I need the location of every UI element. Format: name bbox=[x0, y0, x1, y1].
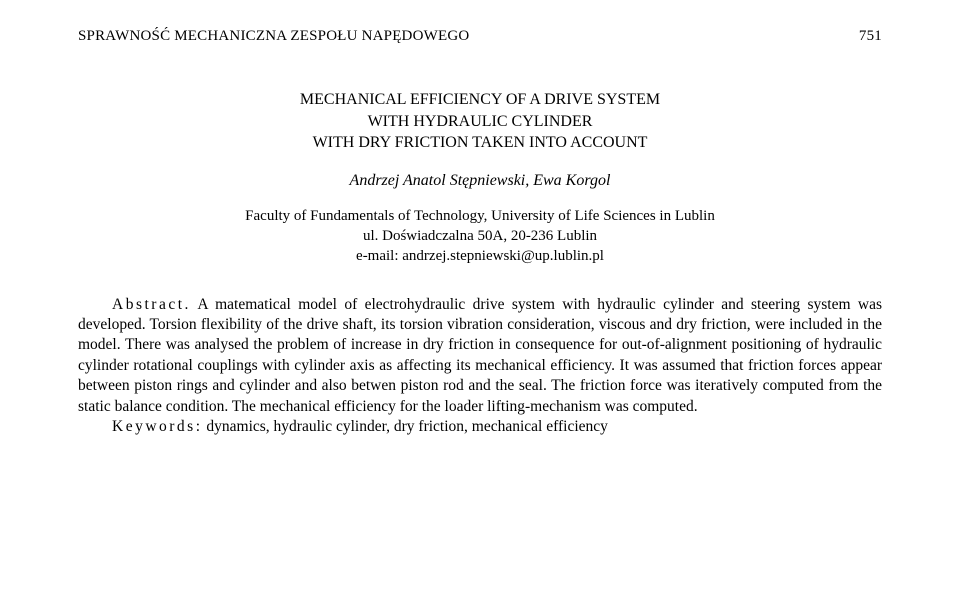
running-head-title: SPRAWNOŚĆ MECHANICZNA ZESPOŁU NAPĘDOWEGO bbox=[78, 28, 469, 45]
keywords-label: Keywords: bbox=[112, 418, 203, 435]
title-line-2: WITH HYDRAULIC CYLINDER bbox=[78, 111, 882, 133]
title-line-3: WITH DRY FRICTION TAKEN INTO ACCOUNT bbox=[78, 132, 882, 154]
running-head: SPRAWNOŚĆ MECHANICZNA ZESPOŁU NAPĘDOWEGO… bbox=[78, 28, 882, 45]
abstract-block: Abstract. A matematical model of electro… bbox=[78, 295, 882, 438]
affil-line-2: ul. Doświadczalna 50A, 20-236 Lublin bbox=[78, 226, 882, 246]
abstract-label: Abstract. bbox=[112, 296, 191, 313]
page: SPRAWNOŚĆ MECHANICZNA ZESPOŁU NAPĘDOWEGO… bbox=[0, 0, 960, 614]
affiliation: Faculty of Fundamentals of Technology, U… bbox=[78, 206, 882, 267]
keywords-paragraph: Keywords: dynamics, hydraulic cylinder, … bbox=[78, 417, 882, 437]
abstract-paragraph: Abstract. A matematical model of electro… bbox=[78, 295, 882, 418]
title-line-1: MECHANICAL EFFICIENCY OF A DRIVE SYSTEM bbox=[78, 89, 882, 111]
authors: Andrzej Anatol Stępniewski, Ewa Korgol bbox=[78, 172, 882, 190]
page-number: 751 bbox=[859, 28, 882, 45]
article-title: MECHANICAL EFFICIENCY OF A DRIVE SYSTEM … bbox=[78, 89, 882, 154]
affil-line-1: Faculty of Fundamentals of Technology, U… bbox=[78, 206, 882, 226]
abstract-body: A matematical model of electrohydraulic … bbox=[78, 296, 882, 415]
keywords-text: dynamics, hydraulic cylinder, dry fricti… bbox=[203, 418, 608, 435]
affil-line-3: e-mail: andrzej.stepniewski@up.lublin.pl bbox=[78, 246, 882, 266]
